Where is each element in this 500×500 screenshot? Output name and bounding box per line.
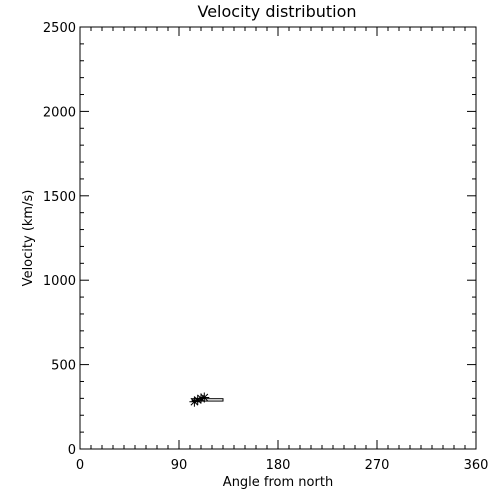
x-tick-label: 0 bbox=[76, 458, 84, 473]
y-tick-label: 500 bbox=[51, 359, 76, 374]
y-tick-label: 2000 bbox=[43, 105, 76, 120]
asterisk-point bbox=[199, 392, 210, 403]
x-tick-label: 360 bbox=[464, 458, 489, 473]
y-tick-label: 1000 bbox=[43, 274, 76, 289]
y-tick-label: 1500 bbox=[43, 190, 76, 205]
data-marks bbox=[189, 392, 224, 407]
x-axis-title: Angle from north bbox=[223, 475, 333, 490]
y-axis-title: Velocity (km/s) bbox=[21, 190, 36, 287]
axis-tick-labels: 0 90 180 270 360 0 500 1000 1500 2000 2500 bbox=[43, 21, 489, 473]
x-tick-label: 270 bbox=[365, 458, 390, 473]
chart-title: Velocity distribution bbox=[197, 2, 356, 21]
x-tick-label: 90 bbox=[171, 458, 188, 473]
axis-ticks bbox=[79, 26, 477, 450]
x-tick-label: 180 bbox=[266, 458, 291, 473]
y-tick-label: 0 bbox=[68, 443, 76, 458]
y-tick-label: 2500 bbox=[43, 21, 76, 36]
plot-frame bbox=[79, 26, 477, 450]
